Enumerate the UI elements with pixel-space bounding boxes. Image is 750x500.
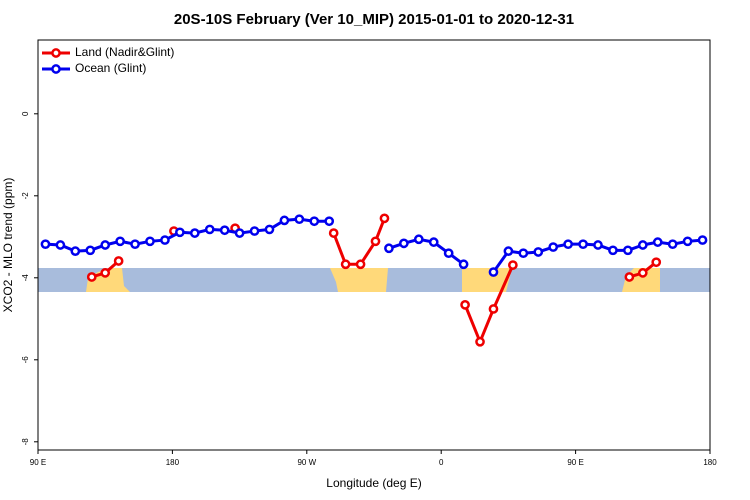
point <box>624 272 635 282</box>
point <box>488 267 499 277</box>
chart-title: 20S-10S February (Ver 10_MIP) 2015-01-01… <box>174 11 574 28</box>
y-tick-label: -6 <box>21 356 30 364</box>
point <box>85 245 96 256</box>
point <box>86 272 97 282</box>
legend-label: Land (Nadir&Glint) <box>75 45 174 59</box>
point <box>503 246 514 256</box>
x-tick-label: 0 <box>439 458 444 467</box>
point <box>651 257 662 268</box>
point <box>55 240 66 250</box>
point <box>40 239 51 250</box>
point <box>370 236 381 247</box>
legend-label: Ocean (Glint) <box>75 61 146 75</box>
point <box>234 228 245 238</box>
point <box>219 225 230 236</box>
point <box>204 224 215 235</box>
point <box>294 214 305 225</box>
point <box>115 236 125 247</box>
point <box>355 259 366 270</box>
point <box>518 248 529 259</box>
point <box>460 300 470 310</box>
point <box>189 228 200 238</box>
point <box>533 247 544 257</box>
x-tick-label: 180 <box>166 458 180 467</box>
point <box>279 215 290 226</box>
point <box>667 239 678 250</box>
x-tick-label: 90 W <box>297 458 316 467</box>
point <box>637 240 648 250</box>
point <box>563 239 573 250</box>
point <box>623 245 633 256</box>
point <box>145 236 155 247</box>
point <box>608 245 618 256</box>
point <box>578 239 588 250</box>
legend-marker <box>51 64 61 74</box>
point <box>682 236 693 247</box>
point <box>384 243 394 254</box>
point <box>328 228 339 238</box>
point <box>428 237 439 247</box>
surface-band <box>38 268 710 292</box>
point <box>443 248 454 259</box>
point <box>399 238 409 249</box>
x-tick-label: 90 E <box>30 458 46 467</box>
point <box>508 260 518 270</box>
point <box>593 240 603 250</box>
point <box>548 242 559 252</box>
point <box>113 256 124 266</box>
y-tick-label: 0 <box>21 111 30 116</box>
x-tick-label: 180 <box>703 458 717 467</box>
point <box>652 237 663 247</box>
plot-frame <box>37 39 711 451</box>
point <box>175 227 185 238</box>
point <box>264 224 275 235</box>
point <box>413 234 424 245</box>
point <box>458 259 469 270</box>
y-tick-label: -4 <box>21 274 30 282</box>
y-axis-label: XCO2 - MLO trend (ppm) <box>1 178 15 313</box>
x-tick-label: 90 E <box>567 458 583 467</box>
point <box>309 216 320 227</box>
y-tick-label: -8 <box>21 438 30 446</box>
point <box>488 304 499 314</box>
point <box>160 235 170 245</box>
point <box>130 239 140 250</box>
point <box>324 216 335 227</box>
point <box>637 268 648 278</box>
y-tick-label: -2 <box>21 192 30 200</box>
point <box>697 235 708 245</box>
point <box>100 268 111 278</box>
point <box>249 226 260 236</box>
point <box>340 259 351 270</box>
x-axis-label: Longitude (deg E) <box>326 476 421 490</box>
point <box>379 213 390 224</box>
point <box>70 246 81 256</box>
point <box>475 336 485 347</box>
legend-marker <box>51 48 61 58</box>
point <box>100 240 111 250</box>
